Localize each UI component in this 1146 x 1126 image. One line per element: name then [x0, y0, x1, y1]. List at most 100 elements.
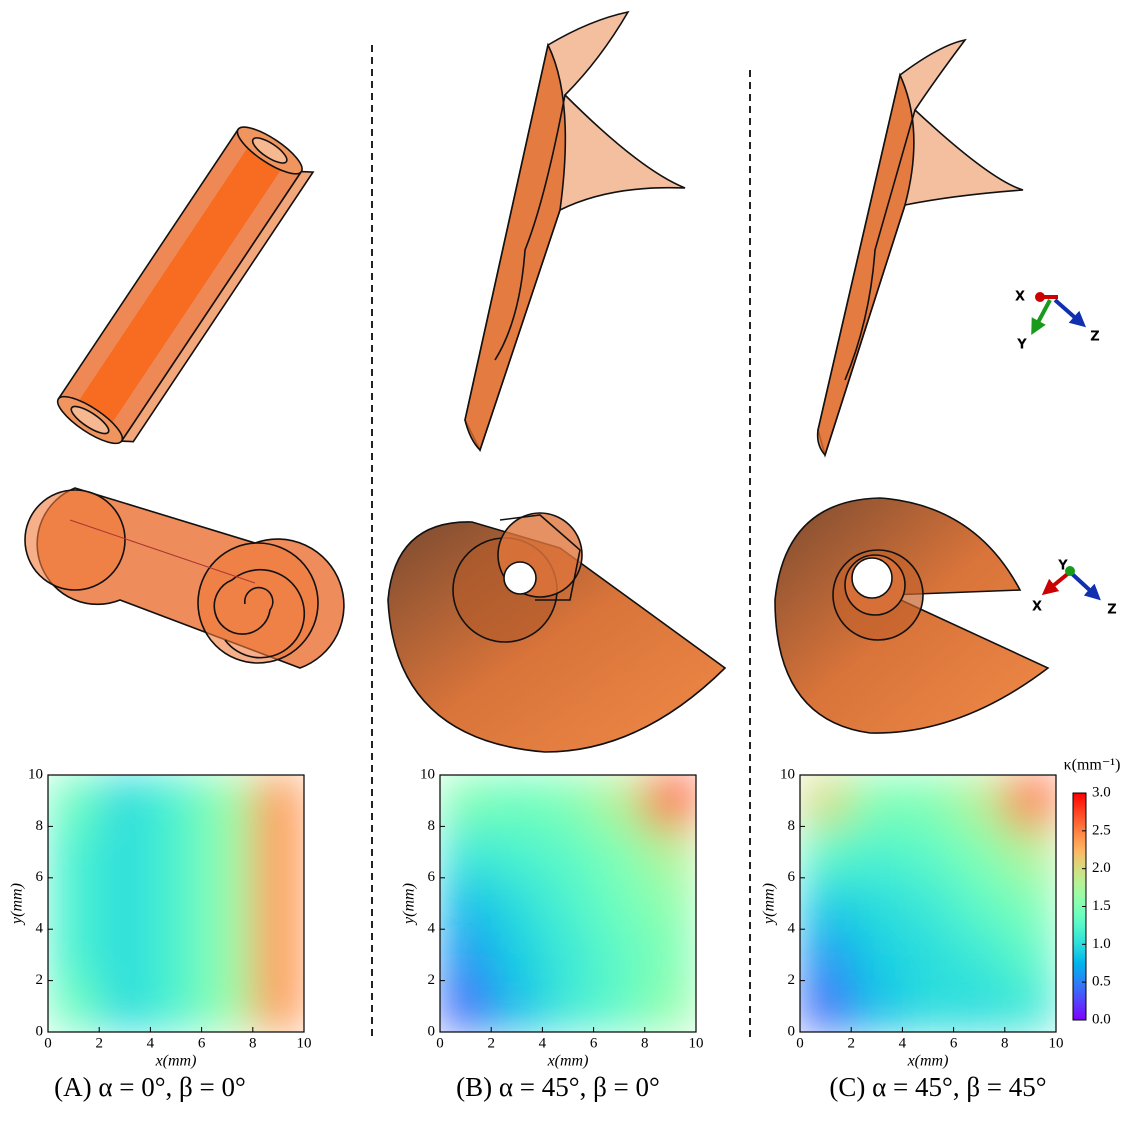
heat-cell — [150, 878, 202, 930]
heat-cell — [99, 929, 151, 981]
heat-cell — [253, 826, 305, 878]
y-tick-label: 2 — [36, 972, 44, 988]
y-tick-label: 0 — [788, 1023, 796, 1039]
y-tick-label: 6 — [36, 869, 44, 885]
heat-cell — [645, 775, 697, 827]
colorbar-tick-label: 0.0 — [1092, 1011, 1111, 1027]
y-tick-label: 10 — [420, 766, 435, 782]
heat-cell — [1005, 775, 1057, 827]
heat-cell — [440, 929, 492, 981]
heat-cell — [491, 826, 543, 878]
heat-cell — [1005, 878, 1057, 930]
heat-cell — [902, 929, 954, 981]
heat-cell — [150, 826, 202, 878]
panel-caption: (C) α = 45°, β = 45° — [829, 1072, 1046, 1102]
heat-cell — [202, 929, 254, 981]
colorbar-label: κ(mm⁻¹) — [1064, 757, 1121, 774]
heat-cell — [800, 878, 852, 930]
x-tick-label: 0 — [44, 1035, 52, 1051]
y-tick-label: 4 — [428, 921, 436, 937]
y-tick-label: 4 — [788, 921, 796, 937]
heat-cell — [851, 878, 903, 930]
heatmap — [440, 775, 697, 1033]
y-tick-label: 8 — [36, 818, 44, 834]
heat-cell — [1005, 981, 1057, 1033]
x-tick-label: 6 — [590, 1035, 598, 1051]
heat-cell — [645, 826, 697, 878]
heatmap — [800, 775, 1057, 1033]
heat-cell — [150, 775, 202, 827]
colorbar-tick-label: 1.0 — [1092, 936, 1111, 952]
heat-cell — [99, 981, 151, 1033]
x-axis-label: x(mm) — [547, 1053, 589, 1070]
heat-cell — [440, 981, 492, 1033]
heat-cell — [902, 878, 954, 930]
heat-cell — [902, 981, 954, 1033]
x-tick-label: 2 — [847, 1035, 855, 1051]
x-tick-label: 8 — [641, 1035, 649, 1051]
heat-cell — [202, 981, 254, 1033]
heat-cell — [48, 981, 100, 1033]
heat-cell — [800, 775, 852, 827]
axis-triad — [1035, 292, 1080, 328]
heat-cell — [491, 981, 543, 1033]
heat-cell — [594, 981, 646, 1033]
heat-cell — [48, 878, 100, 930]
heat-cell — [99, 826, 151, 878]
heat-cell — [202, 775, 254, 827]
y-tick-label: 6 — [428, 869, 436, 885]
panel-caption: (B) α = 45°, β = 0° — [456, 1072, 660, 1102]
x-tick-label: 10 — [297, 1035, 312, 1051]
heat-cell — [1005, 826, 1057, 878]
heat-cell — [150, 929, 202, 981]
heat-cell — [253, 929, 305, 981]
heat-cell — [542, 775, 594, 827]
heat-cell — [954, 981, 1006, 1033]
heat-cell — [253, 878, 305, 930]
y-tick-label: 10 — [28, 766, 43, 782]
heat-cell — [253, 981, 305, 1033]
x-axis-label: x(mm) — [155, 1053, 197, 1070]
heat-cell — [491, 929, 543, 981]
triad-label: X — [1032, 600, 1042, 615]
heat-cell — [440, 775, 492, 827]
y-tick-label: 2 — [428, 972, 436, 988]
heat-cell — [440, 826, 492, 878]
triad-label: Y — [1016, 338, 1027, 353]
y-axis-label: y(mm) — [9, 883, 26, 926]
triad-label: X — [1015, 290, 1025, 305]
heat-cell — [491, 775, 543, 827]
heat-cell — [851, 981, 903, 1033]
figure: X Y Z Y X Z 02468100246810x(mm)y(mm)(A) … — [0, 0, 1146, 1126]
heat-cell — [491, 878, 543, 930]
heat-cell — [440, 878, 492, 930]
y-tick-label: 8 — [788, 818, 796, 834]
colorbar-tick-label: 2.0 — [1092, 860, 1111, 876]
x-tick-label: 6 — [950, 1035, 958, 1051]
heat-cell — [542, 929, 594, 981]
heatmap-cells — [48, 775, 305, 1033]
heatmap-cells — [440, 775, 697, 1033]
heat-cell — [800, 826, 852, 878]
x-tick-label: 4 — [147, 1035, 155, 1051]
heat-cell — [645, 929, 697, 981]
x-tick-label: 6 — [198, 1035, 206, 1051]
heat-cell — [99, 878, 151, 930]
x-tick-label: 10 — [689, 1035, 704, 1051]
y-tick-label: 2 — [788, 972, 796, 988]
triad-label: Z — [1107, 603, 1116, 618]
colorbar-tick-label: 2.5 — [1092, 822, 1111, 838]
render-sheet — [818, 40, 1023, 455]
axis-triad — [1048, 566, 1095, 595]
colorbar-tick-label: 3.0 — [1092, 784, 1111, 800]
x-tick-label: 10 — [1049, 1035, 1064, 1051]
colorbar-tick-label: 0.5 — [1092, 974, 1111, 990]
heat-cell — [253, 775, 305, 827]
heat-cell — [954, 775, 1006, 827]
heat-cell — [800, 981, 852, 1033]
x-tick-label: 4 — [539, 1035, 547, 1051]
heat-cell — [594, 878, 646, 930]
render-fan — [388, 513, 725, 752]
x-axis-label: x(mm) — [907, 1053, 949, 1070]
triad-label: Y — [1057, 559, 1068, 574]
